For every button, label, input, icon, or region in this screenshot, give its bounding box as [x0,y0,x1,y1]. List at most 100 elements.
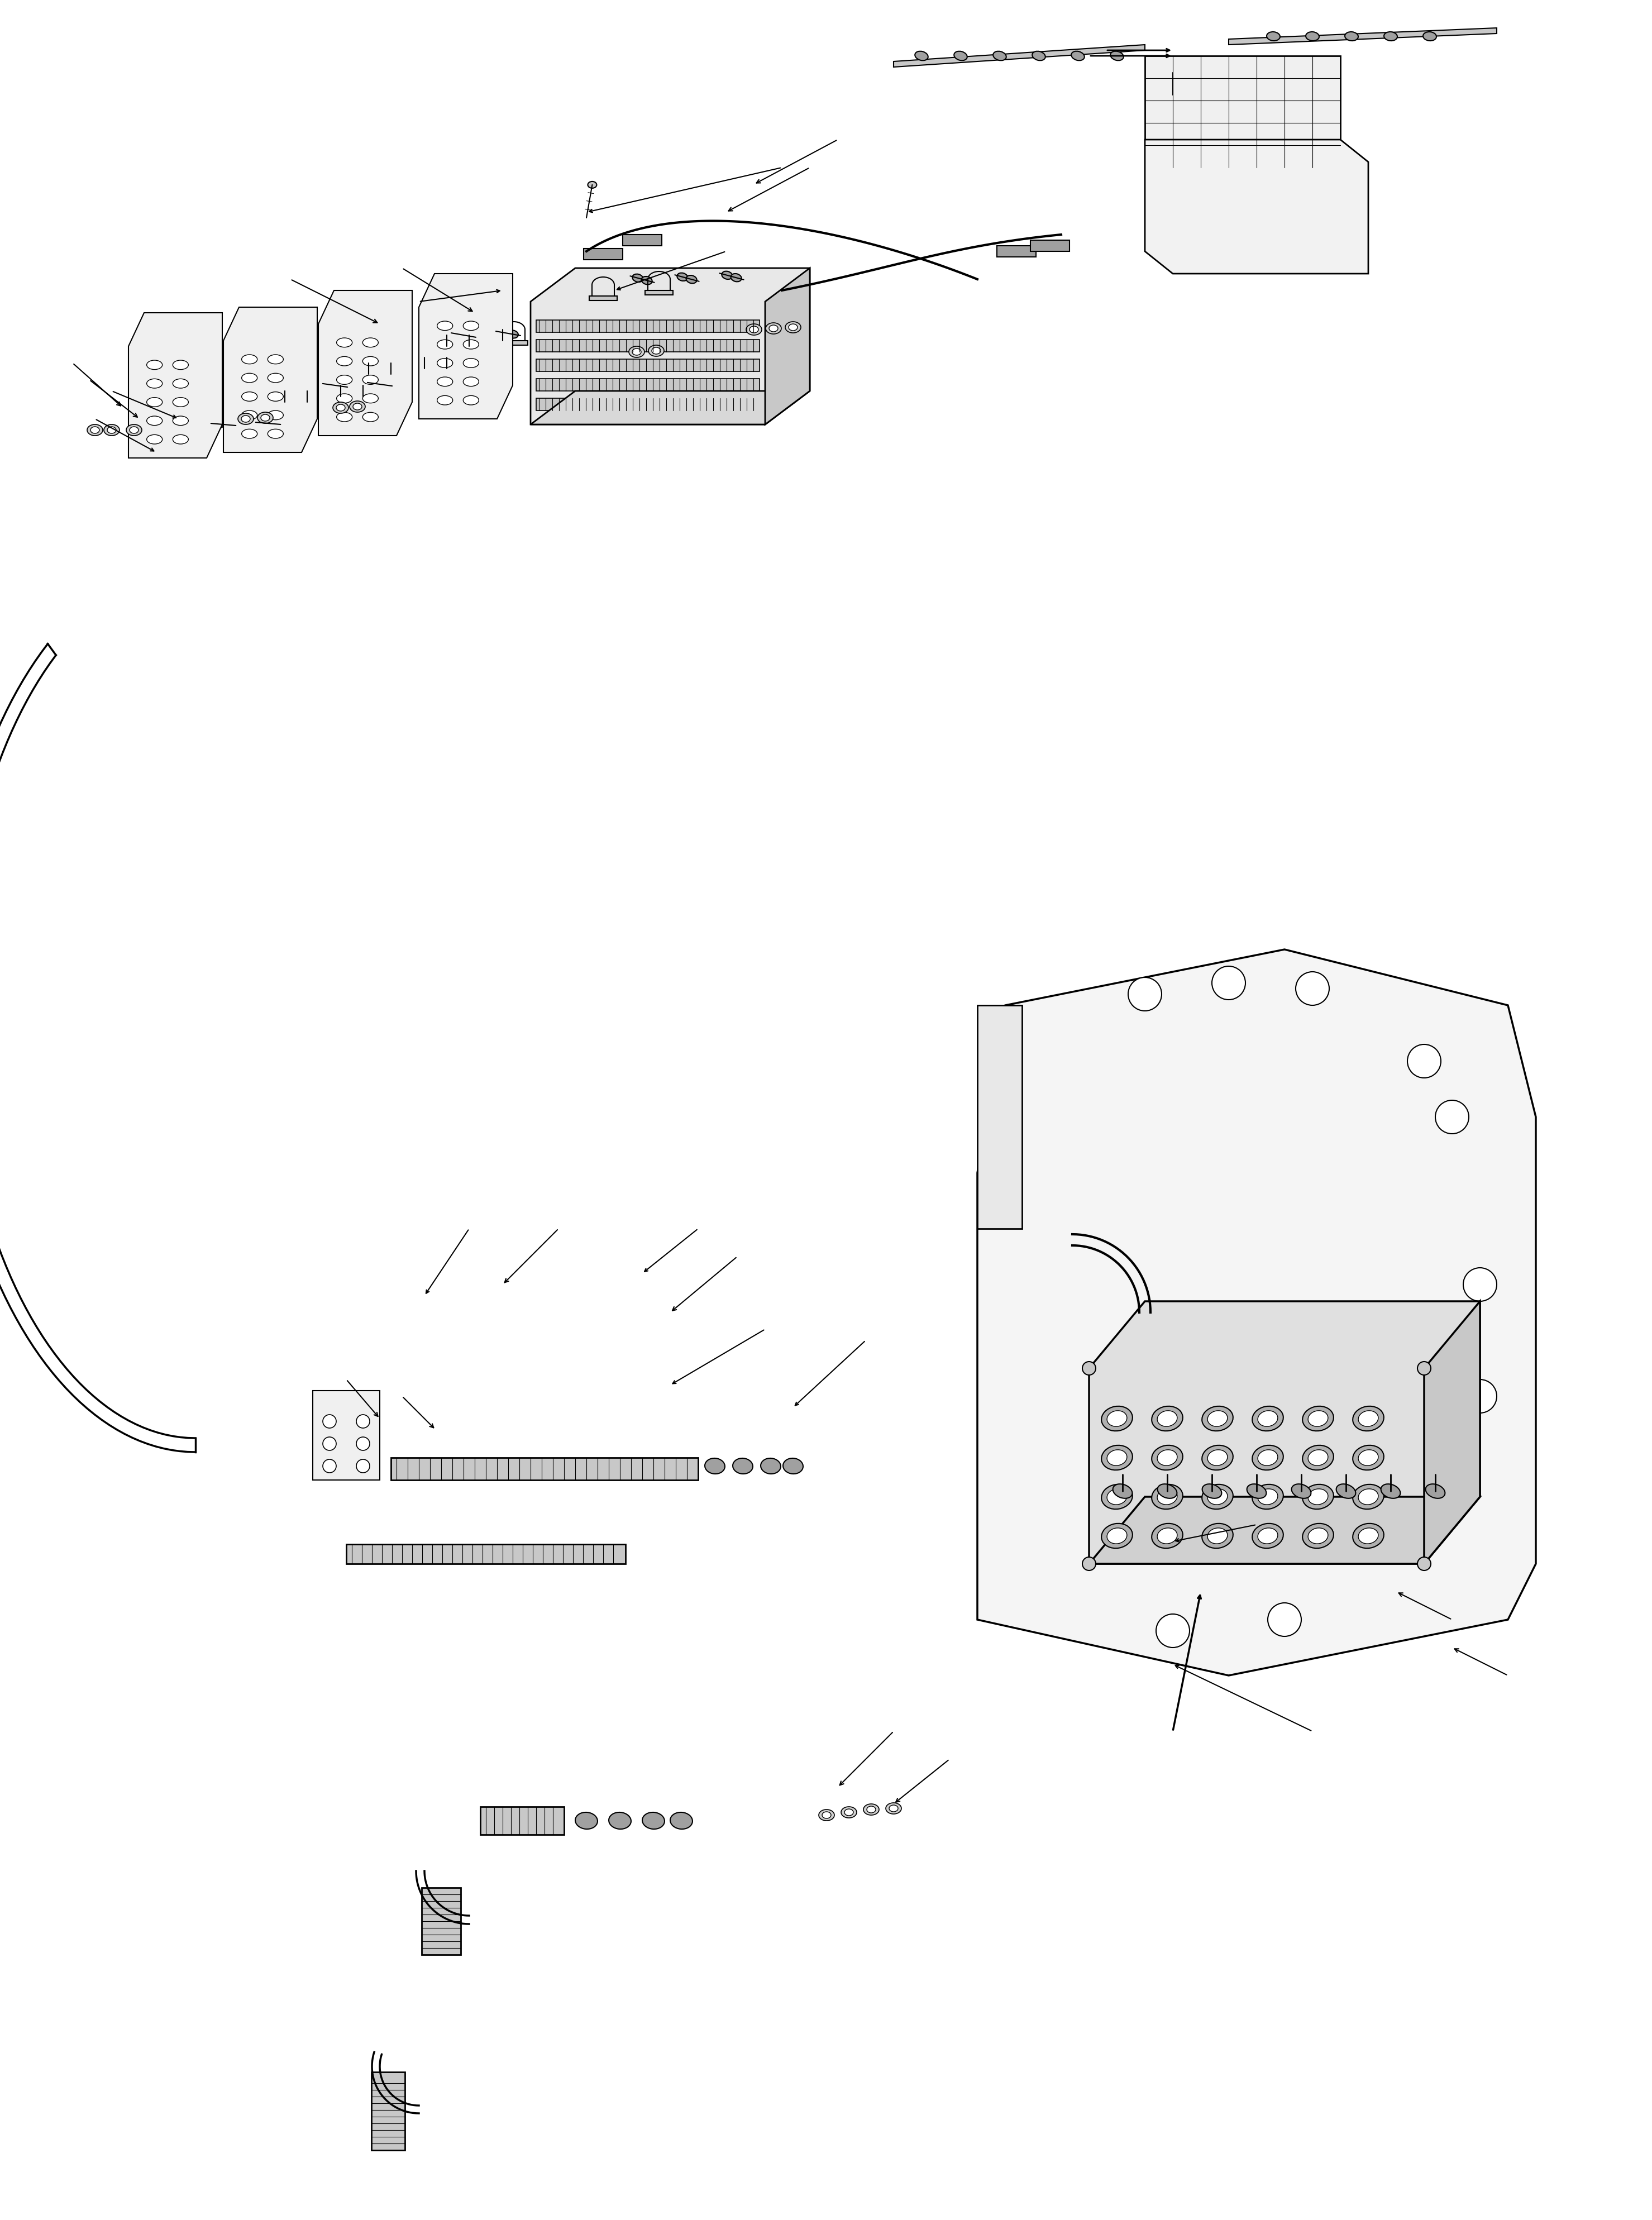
Ellipse shape [750,326,758,333]
Ellipse shape [1151,1523,1183,1547]
Ellipse shape [1252,1445,1284,1470]
Ellipse shape [454,331,464,337]
Ellipse shape [1358,1527,1378,1543]
Ellipse shape [1426,1483,1446,1498]
Ellipse shape [463,333,474,340]
Ellipse shape [1358,1450,1378,1465]
Bar [996,246,1036,258]
Circle shape [1464,1268,1497,1301]
Circle shape [1267,1603,1302,1636]
Circle shape [1156,1614,1189,1647]
Bar [537,360,760,371]
Ellipse shape [1305,31,1320,40]
Ellipse shape [1308,1410,1328,1427]
Bar [444,346,472,351]
Ellipse shape [241,355,258,364]
Ellipse shape [785,322,801,333]
Ellipse shape [633,273,643,282]
Ellipse shape [268,420,278,428]
Circle shape [1417,1361,1431,1374]
Ellipse shape [1158,1490,1178,1505]
Ellipse shape [1308,1527,1328,1543]
Ellipse shape [129,426,139,433]
Bar [644,291,672,295]
Bar [339,397,365,402]
Ellipse shape [915,51,928,60]
Ellipse shape [438,377,453,386]
Ellipse shape [173,415,188,426]
Ellipse shape [1107,1410,1127,1427]
Ellipse shape [1203,1483,1221,1498]
Ellipse shape [1151,1485,1183,1510]
Polygon shape [978,950,1536,1676]
Bar [1031,240,1069,251]
Ellipse shape [841,1807,857,1818]
Ellipse shape [438,395,453,404]
Ellipse shape [1257,1527,1277,1543]
Ellipse shape [819,1809,834,1820]
Ellipse shape [268,393,284,402]
Ellipse shape [241,373,258,382]
Ellipse shape [363,357,378,366]
Ellipse shape [1102,1405,1133,1432]
Bar [392,1459,699,1481]
Ellipse shape [1302,1405,1333,1432]
Ellipse shape [677,273,687,282]
Ellipse shape [1158,1483,1176,1498]
Circle shape [1128,977,1161,1010]
Circle shape [322,1436,337,1450]
Bar [312,1390,380,1481]
Ellipse shape [363,413,378,422]
Ellipse shape [1345,31,1358,40]
Circle shape [1436,1101,1469,1134]
Ellipse shape [1208,1450,1227,1465]
Circle shape [322,1414,337,1427]
Ellipse shape [334,382,345,391]
Ellipse shape [463,340,479,349]
Ellipse shape [1151,1445,1183,1470]
Bar [537,340,760,351]
Bar [372,2071,405,2151]
Polygon shape [1424,1301,1480,1563]
Ellipse shape [643,1812,664,1829]
Ellipse shape [241,428,258,437]
Ellipse shape [438,340,453,349]
Bar [978,1006,1023,1228]
Ellipse shape [337,337,352,346]
Ellipse shape [213,420,225,428]
Polygon shape [530,269,809,424]
Circle shape [1082,1361,1095,1374]
Ellipse shape [1381,1483,1401,1498]
Ellipse shape [575,1812,598,1829]
Ellipse shape [823,1812,831,1818]
Ellipse shape [126,424,142,435]
Circle shape [1082,1556,1095,1570]
Bar [365,375,393,380]
Polygon shape [1089,1301,1480,1563]
Ellipse shape [1158,1527,1178,1543]
Ellipse shape [173,435,188,444]
Ellipse shape [1070,51,1084,60]
Ellipse shape [844,1809,854,1816]
Ellipse shape [1110,51,1123,60]
Circle shape [1408,1043,1441,1079]
Ellipse shape [107,426,116,433]
Ellipse shape [147,360,162,369]
Ellipse shape [1203,1485,1232,1510]
Bar [481,1807,563,1834]
Ellipse shape [1302,1523,1333,1547]
Ellipse shape [337,375,352,384]
Ellipse shape [889,1805,899,1812]
Ellipse shape [993,51,1006,60]
Ellipse shape [332,402,349,413]
Ellipse shape [1208,1410,1227,1427]
Ellipse shape [588,182,596,189]
Ellipse shape [363,375,378,384]
Ellipse shape [507,331,519,337]
Circle shape [1213,966,1246,999]
Bar [347,1545,626,1563]
Polygon shape [894,44,1145,67]
Ellipse shape [1267,31,1280,40]
Ellipse shape [1203,1445,1232,1470]
Circle shape [357,1414,370,1427]
